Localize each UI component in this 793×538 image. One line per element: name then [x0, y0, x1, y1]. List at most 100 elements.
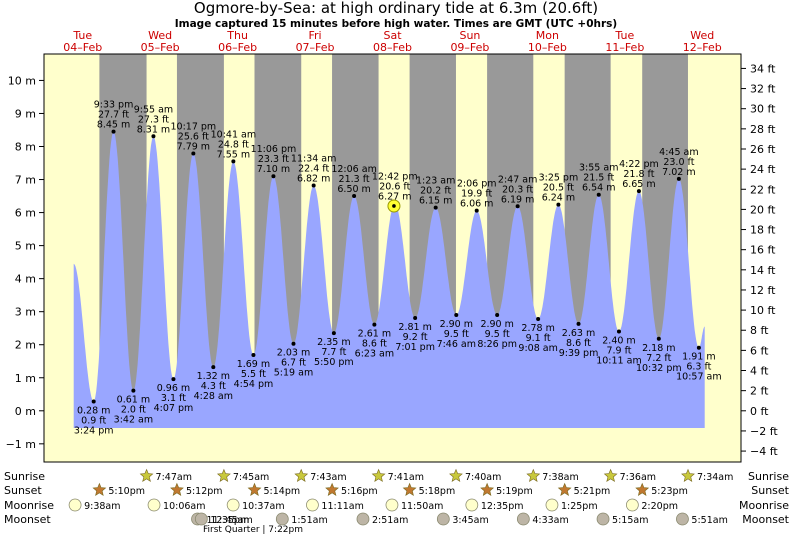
low-tide-label: 2.0 ft: [121, 405, 146, 416]
low-tide-label: 2.35 m: [317, 337, 350, 348]
moonrise-moon-icon: [226, 498, 240, 512]
moonrise-time-label: 10:37am: [242, 501, 284, 512]
sunset-time-label: 5:18pm: [419, 486, 456, 497]
high-tide-label: 6.24 m: [542, 193, 575, 204]
sunset-time-label: 5:23pm: [651, 486, 688, 497]
y-right-tick-label: 8 ft: [750, 324, 769, 337]
moonset-time-label: 2:51am: [372, 515, 408, 526]
sunrise-time-label: 7:36am: [620, 472, 656, 483]
low-tide-label: 4:54 pm: [234, 379, 274, 390]
high-tide-point: [515, 204, 520, 209]
y-left-tick-label: 9 m: [15, 107, 36, 120]
moonset-time-label: 11:35pm: [207, 515, 250, 526]
y-right-tick-label: −4 ft: [750, 445, 778, 458]
moonset-time-label: 4:33am: [532, 515, 568, 526]
high-tide-label: 27.7 ft: [98, 110, 129, 121]
moonset-moon-icon: [275, 512, 289, 526]
y-left-tick-label: 0 m: [15, 405, 36, 418]
moonset-moon-icon: [516, 512, 530, 526]
low-tide-label: 6.3 ft: [686, 362, 711, 373]
day-date-label: 05–Feb: [141, 41, 180, 54]
day-date-label: 12–Feb: [683, 41, 722, 54]
high-tide-label: 2:47 am: [498, 174, 537, 185]
y-right-tick-label: 12 ft: [750, 284, 776, 297]
current-tide-dot: [392, 204, 396, 208]
y-right-tick-label: 14 ft: [750, 264, 776, 277]
chart-subtitle: Image captured 15 minutes before high wa…: [175, 18, 617, 30]
y-left-tick-label: 2 m: [15, 339, 36, 352]
moonrise-time-label: 2:20pm: [641, 501, 678, 512]
moon-phase-note: First Quarter | 7:22pm: [203, 525, 303, 535]
low-tide-point: [171, 377, 176, 382]
sunset-row-label-right: Sunset: [751, 484, 789, 497]
high-tide-label: 6.82 m: [297, 173, 330, 184]
low-tide-label: 2.40 m: [602, 336, 635, 347]
high-tide-label: 23.0 ft: [663, 157, 694, 168]
y-right-tick-label: 18 ft: [750, 224, 776, 237]
tide-area: [73, 131, 705, 428]
low-tide-label: 2.03 m: [277, 348, 310, 359]
day-name-label: Tue: [614, 29, 634, 42]
moonset-time-label: 1:51am: [291, 515, 327, 526]
high-tide-label: 3:25 pm: [539, 173, 579, 184]
high-tide-label: 9:33 pm: [94, 100, 134, 111]
high-tide-label: 6.27 m: [378, 192, 411, 203]
y-right-tick-label: 4 ft: [750, 365, 769, 378]
low-tide-point: [331, 331, 336, 336]
high-tide-point: [556, 202, 561, 207]
high-tide-label: 7.02 m: [662, 167, 695, 178]
moonset-moon-icon: [676, 512, 689, 526]
sunset-star-icon: [402, 482, 417, 496]
y-axis-right: 34 ft 32 ft 30 ft 28 ft 26 ft 24 ft 22 ft 20 ft…: [741, 62, 778, 458]
low-tide-label: 9.5 ft: [444, 329, 469, 340]
y-right-tick-label: 32 ft: [750, 83, 776, 96]
moonrise-moon-icon: [625, 498, 639, 512]
moonset-moon-icon: [356, 512, 370, 526]
y-right-tick-label: 0 ft: [750, 405, 769, 418]
y-left-tick-label: 8 m: [15, 141, 36, 154]
y-right-tick-label: −2 ft: [750, 425, 778, 438]
low-tide-label: 2.61 m: [358, 329, 391, 340]
high-tide-label: 25.6 ft: [178, 131, 209, 142]
high-tide-label: 4:22 pm: [619, 159, 659, 170]
high-tide-label: 3:55 am: [579, 163, 618, 174]
low-tide-label: 10:32 pm: [636, 363, 682, 374]
y-right-tick-label: 22 ft: [750, 183, 776, 196]
sunrise-time-label: 7:45am: [233, 472, 269, 483]
y-right-tick-label: 10 ft: [750, 304, 776, 317]
day-date-label: 04–Feb: [63, 41, 102, 54]
low-tide-label: 7.7 ft: [321, 347, 346, 358]
low-tide-label: 1.32 m: [197, 371, 230, 382]
low-tide-label: 9:39 pm: [559, 348, 599, 359]
high-tide-label: 7.79 m: [177, 141, 210, 152]
day-date-label: 07–Feb: [296, 41, 335, 54]
y-left-tick-label: 6 m: [15, 207, 36, 220]
low-tide-label: 4:07 pm: [154, 403, 194, 414]
sunrise-time-label: 7:43am: [310, 472, 346, 483]
sunset-star-icon: [480, 482, 495, 496]
low-tide-label: 10:57 am: [676, 372, 721, 383]
low-tide-label: 10:11 am: [596, 356, 641, 367]
low-tide-label: 0.28 m: [77, 406, 110, 417]
sunset-time-label: 5:21pm: [574, 486, 611, 497]
day-name-label: Wed: [690, 29, 714, 42]
low-tide-point: [131, 388, 136, 393]
moonrise-time-label: 11:50am: [401, 501, 443, 512]
y-left-tick-label: 5 m: [15, 240, 36, 253]
low-tide-label: 4.3 ft: [201, 381, 226, 392]
day-date-label: 11–Feb: [605, 41, 644, 54]
high-tide-label: 11:34 am: [291, 153, 336, 164]
high-tide-label: 21.8 ft: [623, 169, 654, 180]
low-tide-point: [656, 336, 661, 341]
sunrise-time-label: 7:34am: [697, 472, 733, 483]
low-tide-point: [211, 365, 216, 370]
low-tide-label: 7.9 ft: [606, 346, 631, 357]
moonset-row-label-right: Moonset: [742, 513, 789, 526]
moonrise-time-label: 10:06am: [163, 501, 205, 512]
moonrise-row-label-right: Moonrise: [739, 499, 789, 512]
moonrise-moon-icon: [68, 498, 82, 512]
high-tide-label: 7.10 m: [257, 164, 290, 175]
low-tide-label: 0.61 m: [117, 395, 150, 406]
